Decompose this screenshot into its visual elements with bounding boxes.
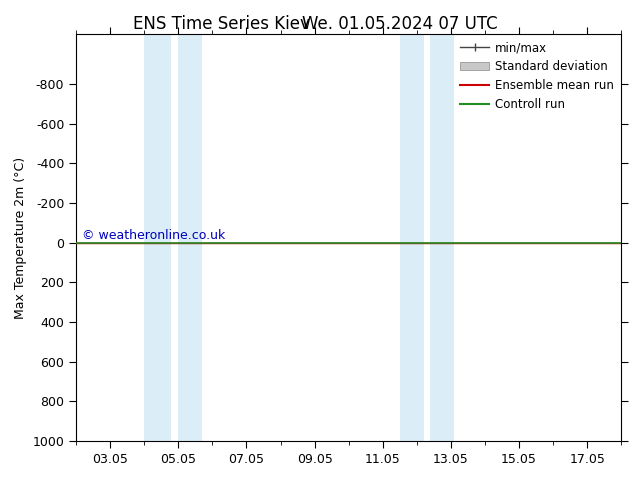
- Bar: [144, 34, 171, 441]
- Text: We. 01.05.2024 07 UTC: We. 01.05.2024 07 UTC: [302, 15, 497, 33]
- Bar: [400, 34, 424, 441]
- Bar: [178, 34, 202, 441]
- Bar: [430, 34, 455, 441]
- Text: © weatheronline.co.uk: © weatheronline.co.uk: [82, 229, 225, 242]
- Y-axis label: Max Temperature 2m (°C): Max Temperature 2m (°C): [14, 157, 27, 318]
- Text: ENS Time Series Kiev: ENS Time Series Kiev: [134, 15, 310, 33]
- Legend: min/max, Standard deviation, Ensemble mean run, Controll run: min/max, Standard deviation, Ensemble me…: [455, 37, 619, 116]
